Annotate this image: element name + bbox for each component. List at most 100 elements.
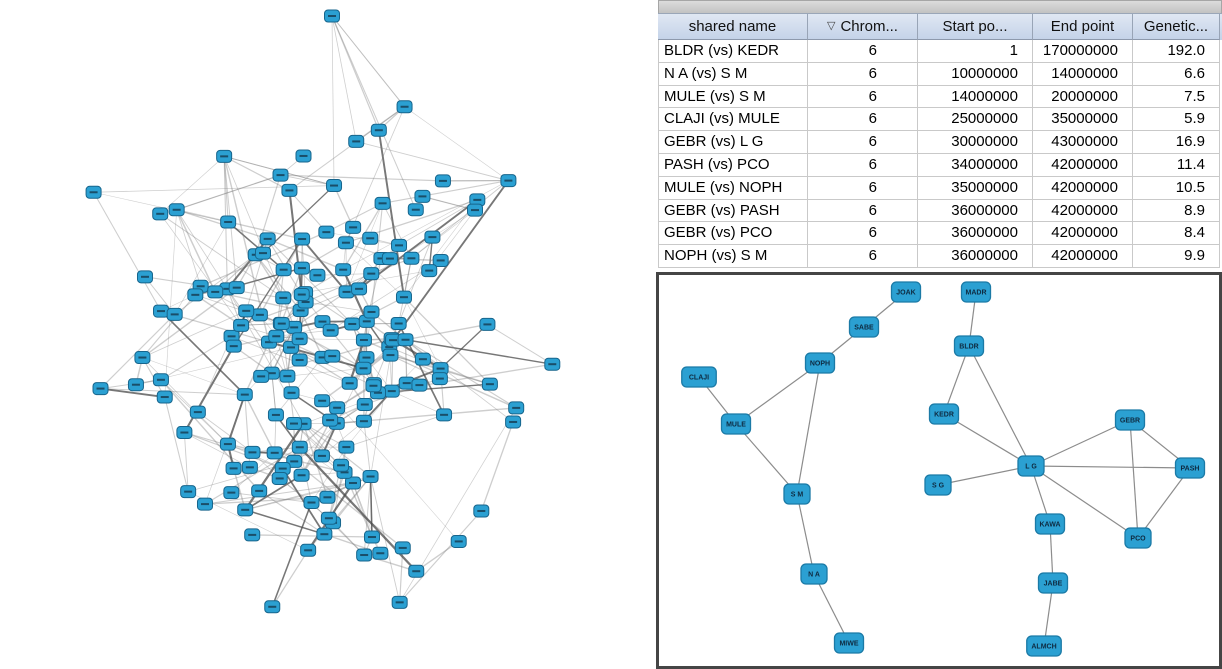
network-edge[interactable] — [223, 155, 290, 191]
network-edge[interactable] — [382, 180, 509, 204]
network-edge[interactable] — [184, 431, 283, 470]
network-edge[interactable] — [255, 254, 302, 311]
network-node[interactable] — [189, 405, 206, 419]
network-edge[interactable] — [93, 185, 335, 193]
table-cell[interactable]: PASH (vs) PCO — [658, 153, 808, 177]
network-node[interactable] — [355, 361, 372, 375]
column-header-shared-name[interactable]: shared name — [658, 14, 808, 40]
table-cell[interactable]: 6 — [808, 222, 918, 246]
network-node[interactable] — [271, 471, 288, 485]
network-edge[interactable] — [303, 423, 371, 477]
network-edge[interactable] — [321, 420, 365, 457]
network-node[interactable] — [225, 461, 242, 475]
network-node[interactable] — [324, 349, 341, 363]
network-node[interactable] — [251, 308, 268, 322]
network-edge[interactable] — [404, 106, 509, 181]
network-node[interactable] — [324, 9, 340, 23]
table-row[interactable]: BLDR (vs) KEDR 6 1 170000000 192.0 — [658, 40, 1222, 63]
table-cell[interactable]: 10000000 — [918, 62, 1033, 86]
network-edge[interactable] — [356, 140, 509, 182]
network-node[interactable] — [396, 100, 413, 114]
table-cell[interactable]: 6 — [808, 199, 918, 223]
network-edge[interactable] — [204, 482, 354, 505]
network-edge[interactable] — [290, 346, 351, 384]
network-node[interactable] — [319, 490, 336, 504]
network-edge[interactable] — [480, 421, 514, 512]
network-edge[interactable] — [299, 359, 459, 542]
table-cell[interactable]: NOPH (vs) S M — [658, 245, 808, 268]
network-edge[interactable] — [345, 106, 405, 243]
network-edge[interactable] — [93, 192, 162, 312]
network-node[interactable]: SABE — [848, 316, 880, 338]
network-node[interactable] — [344, 317, 361, 331]
network-node[interactable] — [152, 373, 169, 387]
network-edge[interactable] — [440, 323, 488, 370]
network-node[interactable]: KEDR — [928, 403, 960, 425]
network-edge[interactable] — [487, 324, 553, 365]
network-edge[interactable] — [231, 335, 350, 384]
network-node[interactable] — [92, 382, 109, 396]
network-node[interactable] — [303, 496, 320, 510]
network-edge[interactable] — [1129, 419, 1139, 539]
network-edge[interactable] — [405, 323, 488, 341]
table-cell[interactable]: BLDR (vs) KEDR — [658, 40, 808, 63]
network-edge[interactable] — [159, 213, 242, 326]
network-edge[interactable] — [176, 174, 281, 211]
network-node[interactable] — [272, 168, 289, 182]
network-node[interactable] — [431, 372, 448, 386]
network-node[interactable] — [363, 530, 380, 544]
table-cell[interactable]: 14000000 — [918, 85, 1033, 109]
network-node[interactable] — [314, 394, 331, 408]
table-cell[interactable]: 192.0 — [1133, 40, 1220, 63]
network-node[interactable] — [362, 470, 379, 484]
network-edge[interactable] — [183, 432, 189, 492]
network-node[interactable]: N A — [800, 563, 828, 585]
network-edge[interactable] — [796, 493, 815, 575]
network-node[interactable] — [216, 149, 233, 163]
network-node[interactable] — [372, 546, 389, 560]
table-cell[interactable]: 11.4 — [1133, 153, 1220, 177]
table-row[interactable]: MULE (vs) S M 6 14000000 20000000 7.5 — [658, 85, 1222, 109]
network-node[interactable] — [481, 377, 498, 391]
network-node[interactable]: BLDR — [953, 335, 985, 357]
network-edge[interactable] — [398, 236, 433, 324]
network-node[interactable] — [153, 304, 170, 318]
network-node[interactable] — [275, 291, 292, 305]
network-edge[interactable] — [227, 394, 246, 445]
network-edge[interactable] — [176, 209, 202, 287]
network-node[interactable]: MADR — [960, 281, 992, 303]
network-edge[interactable] — [968, 345, 1032, 467]
table-cell[interactable]: N A (vs) S M — [658, 62, 808, 86]
network-edge[interactable] — [796, 362, 821, 495]
network-node[interactable] — [293, 288, 310, 302]
network-edge[interactable] — [231, 492, 312, 503]
network-node[interactable] — [322, 413, 339, 427]
network-node[interactable] — [544, 357, 561, 371]
network-edge[interactable] — [289, 106, 405, 191]
network-node[interactable] — [356, 398, 373, 412]
network-node[interactable] — [355, 414, 372, 428]
network-node[interactable] — [219, 437, 236, 451]
network-node[interactable] — [434, 174, 451, 188]
network-node[interactable] — [134, 351, 151, 365]
network-edge[interactable] — [184, 432, 251, 468]
network-node[interactable] — [294, 232, 311, 246]
network-node[interactable] — [168, 203, 185, 217]
network-node[interactable] — [414, 189, 431, 203]
network-edge[interactable] — [176, 209, 228, 290]
network-edge[interactable] — [227, 221, 285, 271]
network-node[interactable] — [370, 123, 387, 137]
table-cell[interactable]: CLAJI (vs) MULE — [658, 108, 808, 132]
network-edge[interactable] — [258, 490, 325, 535]
network-node[interactable] — [362, 231, 379, 245]
network-edge[interactable] — [399, 510, 482, 603]
network-edge[interactable] — [271, 327, 295, 374]
table-cell[interactable]: GEBR (vs) L G — [658, 131, 808, 154]
network-edge[interactable] — [331, 15, 335, 186]
network-edge[interactable] — [226, 288, 288, 377]
network-edge[interactable] — [411, 209, 476, 259]
network-node[interactable] — [479, 317, 496, 331]
network-node[interactable] — [326, 179, 343, 193]
table-cell[interactable]: 14000000 — [1033, 62, 1133, 86]
network-node[interactable] — [432, 253, 449, 267]
